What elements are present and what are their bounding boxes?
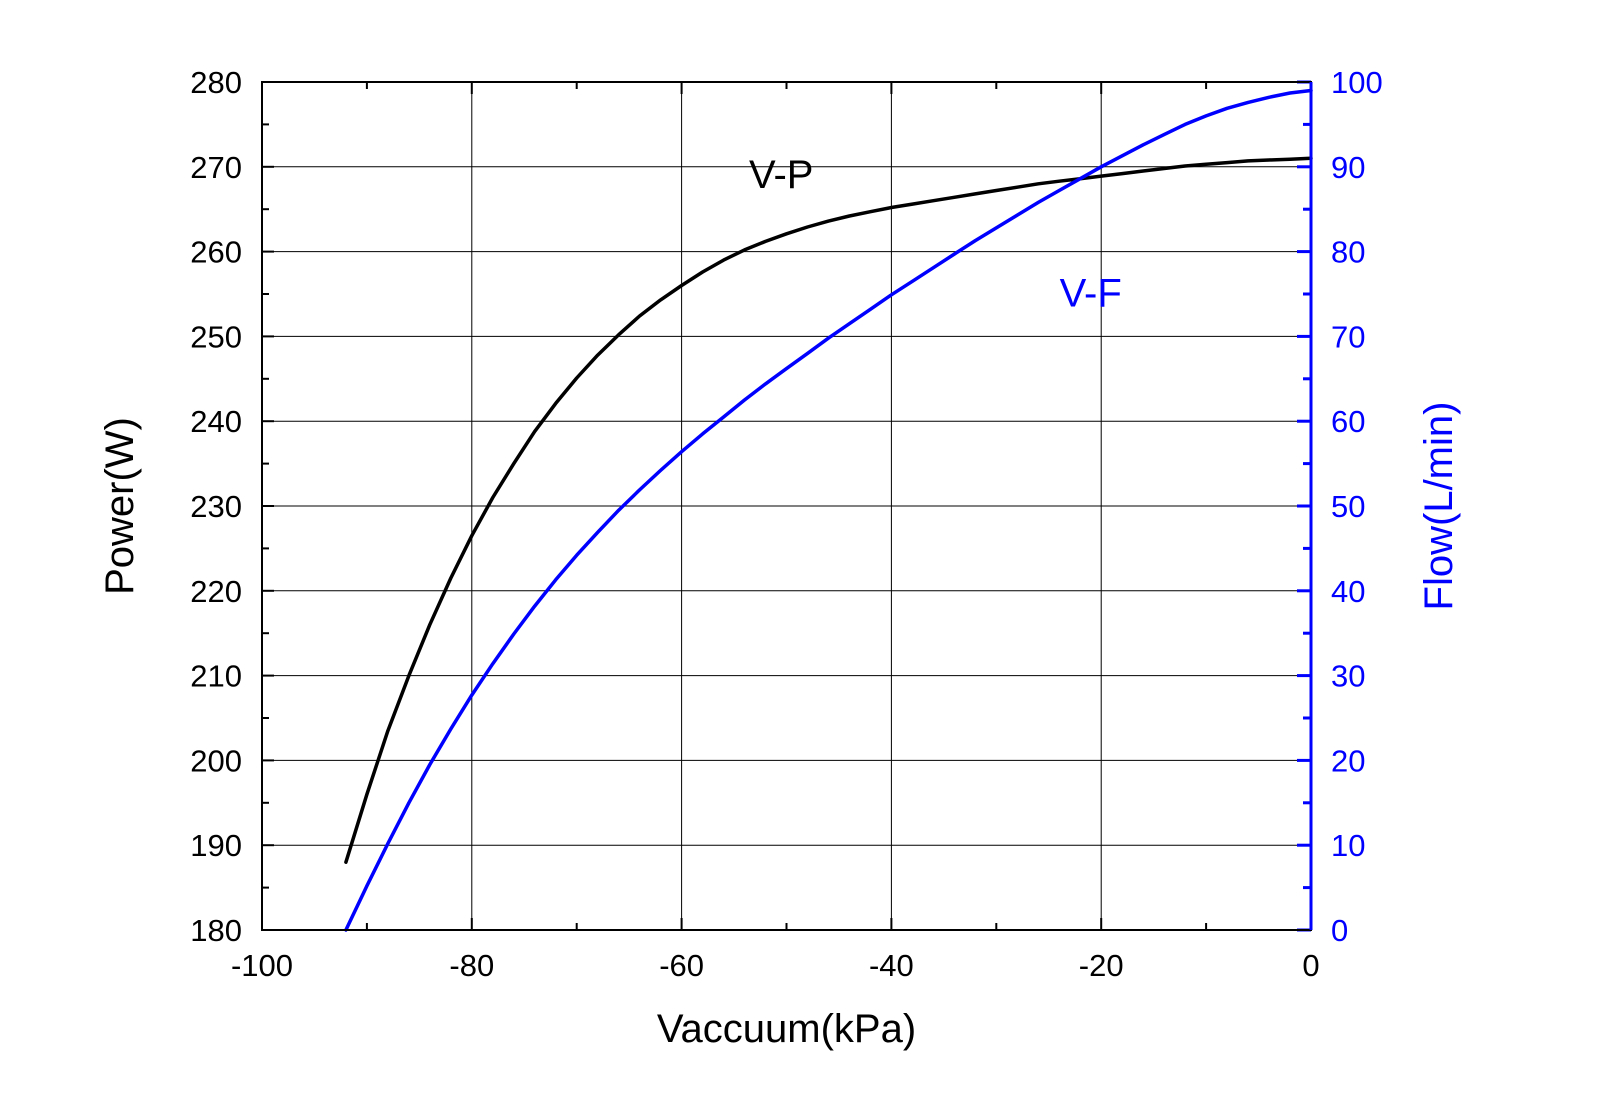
left-y-tick-label: 280 — [190, 65, 242, 100]
left-y-axis: 180 190 200 210 220 230 240 250 260 270 280 — [190, 65, 274, 948]
right-y-tick-label: 90 — [1331, 150, 1365, 185]
left-y-tick-label: 200 — [190, 743, 242, 778]
right-y-axis-title: Flow(L/min) — [1417, 402, 1461, 611]
left-y-tick-label: 270 — [190, 150, 242, 185]
series-label-v-f: V-F — [1060, 272, 1122, 316]
right-y-tick-label: 60 — [1331, 404, 1365, 439]
left-y-tick-label: 240 — [190, 404, 242, 439]
series-layer: V-P V-F — [344, 88, 1313, 932]
right-y-tick-label: 40 — [1331, 574, 1365, 609]
left-y-tick-label: 190 — [190, 828, 242, 863]
right-y-tick-label: 100 — [1331, 65, 1383, 100]
x-tick-label: -100 — [231, 948, 293, 983]
x-tick-label: -40 — [869, 948, 914, 983]
right-y-tick-label: 80 — [1331, 235, 1365, 270]
left-y-tick-label: 250 — [190, 319, 242, 354]
right-y-tick-label: 30 — [1331, 659, 1365, 694]
series-line-v-f — [344, 88, 1313, 932]
x-tick-label: -60 — [659, 948, 704, 983]
left-y-tick-label: 210 — [190, 659, 242, 694]
left-y-tick-label: 220 — [190, 574, 242, 609]
series-label-v-p: V-P — [749, 153, 813, 197]
right-y-tick-label: 10 — [1331, 828, 1365, 863]
series-line-v-p — [344, 156, 1313, 864]
x-tick-label: -20 — [1079, 948, 1124, 983]
x-tick-label: -80 — [449, 948, 494, 983]
x-axis-title: Vaccuum(kPa) — [657, 1007, 916, 1051]
right-y-tick-label: 20 — [1331, 743, 1365, 778]
x-tick-label: 0 — [1302, 948, 1319, 983]
left-y-tick-label: 230 — [190, 489, 242, 524]
left-y-tick-label: 260 — [190, 235, 242, 270]
right-y-tick-label: 0 — [1331, 913, 1348, 948]
grid — [262, 82, 1311, 930]
right-y-tick-label: 50 — [1331, 489, 1365, 524]
left-y-axis-title: Power(W) — [98, 417, 142, 595]
right-y-tick-label: 70 — [1331, 319, 1365, 354]
left-y-tick-label: 180 — [190, 913, 242, 948]
